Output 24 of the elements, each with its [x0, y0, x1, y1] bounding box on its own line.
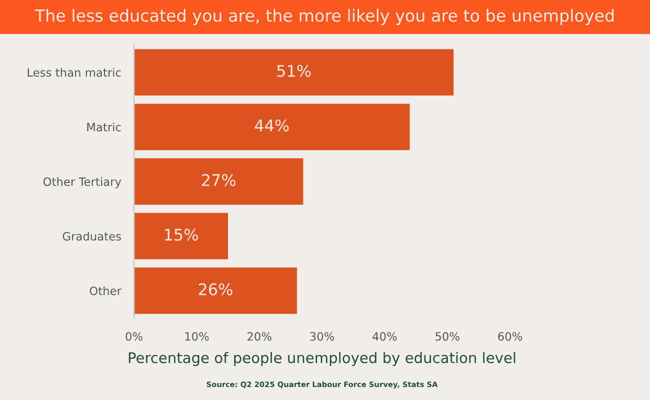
x-tick-label: 0%	[126, 332, 142, 341]
x-tick-label: 10%	[185, 332, 209, 341]
y-tick-label: Other	[90, 286, 122, 296]
y-tick-label: Matric	[87, 122, 121, 132]
bar	[134, 212, 228, 260]
x-axis-title: Percentage of people unemployed by education level	[128, 352, 516, 366]
data-label: 26%	[198, 283, 232, 296]
chart-title: The less educated you are, the more likely you are to be unemployed	[34, 8, 614, 26]
x-tick-label: 20%	[248, 332, 272, 341]
bar	[134, 158, 304, 205]
y-tick-label: Graduates	[62, 232, 121, 241]
bar	[134, 104, 410, 150]
y-tick-label: Other Tertiary	[43, 177, 122, 188]
data-label: 27%	[202, 174, 236, 186]
y-tick-label: Less than matric	[28, 68, 121, 77]
x-tick-label: 50%	[436, 332, 460, 341]
x-tick-label: 60%	[498, 332, 522, 341]
data-label: 15%	[165, 228, 198, 241]
bar	[134, 267, 297, 314]
data-label: 51%	[277, 64, 311, 77]
x-tick-label: 40%	[372, 332, 397, 341]
bar	[134, 49, 454, 96]
x-tick-label: 30%	[310, 332, 334, 341]
data-label: 44%	[254, 119, 289, 132]
